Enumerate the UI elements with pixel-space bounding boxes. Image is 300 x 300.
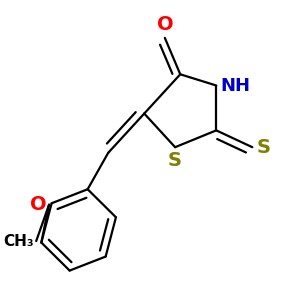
- Text: O: O: [30, 195, 46, 214]
- Text: NH: NH: [220, 76, 250, 94]
- Text: O: O: [157, 15, 173, 34]
- Text: S: S: [256, 138, 270, 157]
- Text: S: S: [168, 152, 182, 170]
- Text: CH₃: CH₃: [3, 234, 34, 249]
